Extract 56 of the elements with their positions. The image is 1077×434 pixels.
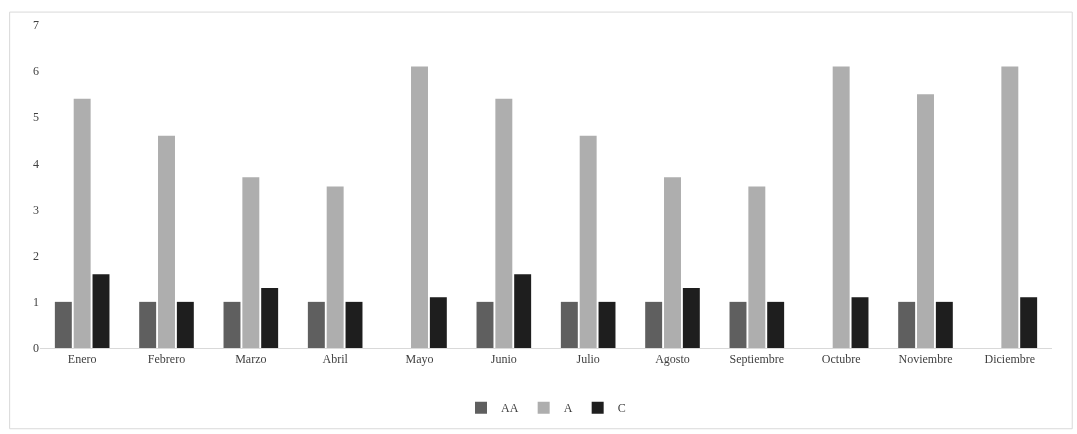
x-tick-label: Junio: [490, 352, 517, 367]
bar: [54, 301, 72, 348]
bar: [411, 66, 428, 348]
y-tick-label: 5: [33, 110, 39, 125]
x-tick-label: Agosto: [655, 352, 690, 367]
bar: [917, 94, 934, 348]
x-tick-label: Julio: [576, 352, 600, 367]
bar: [935, 301, 953, 348]
bar: [495, 98, 513, 348]
bar: [832, 66, 850, 348]
bar: [261, 288, 279, 348]
bar: [1001, 66, 1019, 348]
legend-label: AA: [501, 401, 519, 416]
y-tick-label: 3: [33, 202, 39, 217]
bar: [73, 98, 91, 348]
bar: [729, 301, 747, 348]
legend-label: A: [563, 401, 573, 416]
bar: [767, 301, 785, 348]
bar: [176, 301, 194, 348]
bar: [345, 301, 363, 348]
x-tick-label: Mayo: [405, 352, 434, 367]
legend-label: C: [617, 401, 626, 416]
bar: [598, 301, 616, 348]
y-tick-label: 1: [33, 295, 39, 310]
bar: [139, 301, 157, 348]
bar: [579, 135, 597, 348]
bar: [645, 301, 663, 348]
y-tick-label: 6: [33, 64, 39, 79]
y-tick-label: 2: [33, 248, 39, 263]
bar: [429, 297, 447, 348]
bar: [682, 288, 700, 348]
bar: [851, 297, 869, 348]
bar: [514, 274, 532, 348]
x-tick-label: Enero: [67, 352, 97, 367]
x-tick-label: Febrero: [147, 352, 186, 367]
y-tick-label: 7: [33, 18, 39, 33]
bar: [898, 301, 916, 348]
bar: [1020, 297, 1038, 348]
bar: [664, 177, 681, 348]
x-tick-label: Septiembre: [729, 352, 785, 367]
x-tick-label: Abril: [322, 352, 349, 367]
bar: [92, 274, 110, 348]
bar: [326, 186, 344, 348]
y-tick-label: 4: [33, 156, 39, 171]
x-tick-label: Octubre: [821, 352, 861, 367]
y-tick-label: 0: [33, 341, 39, 356]
bar: [476, 301, 494, 348]
bar: [242, 177, 260, 348]
bar: [158, 135, 175, 348]
bar: [223, 301, 241, 348]
x-tick-label: Diciembre: [984, 352, 1036, 367]
x-tick-label: Noviembre: [898, 352, 953, 367]
bar: [560, 301, 578, 348]
x-tick-label: Marzo: [235, 352, 267, 367]
bar: [748, 186, 766, 348]
bar: [307, 301, 325, 348]
